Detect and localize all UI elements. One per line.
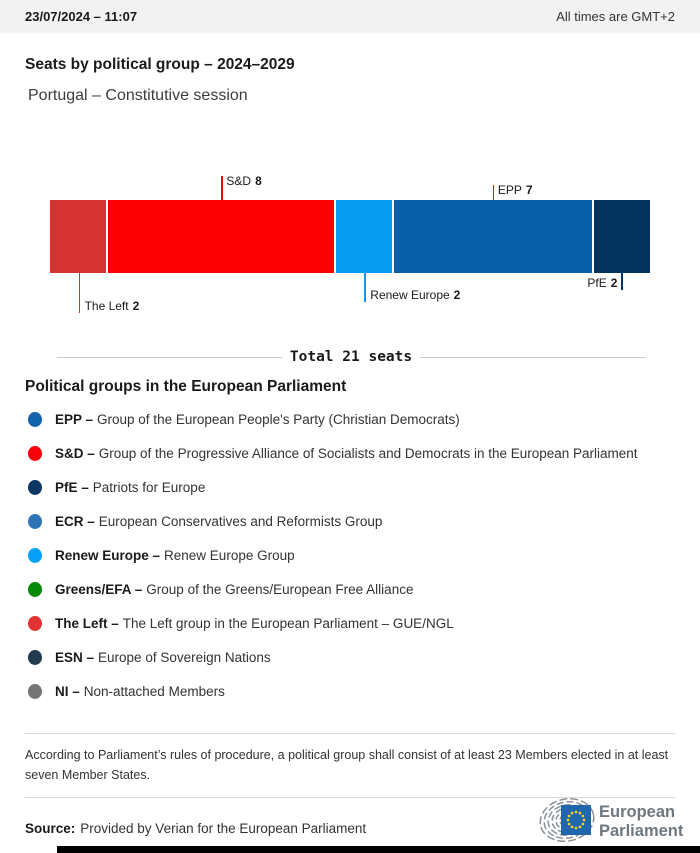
group-name: The Left group in the European Parliamen… bbox=[122, 615, 454, 631]
group-abbr: The Left – bbox=[55, 615, 119, 631]
bar-segment-s-d[interactable] bbox=[108, 200, 334, 273]
legend-item-renew-europe: Renew Europe – Renew Europe Group bbox=[25, 538, 680, 572]
bar-label-the-left: The Left 2 bbox=[84, 299, 140, 313]
group-abbr: EPP – bbox=[55, 411, 94, 427]
logo-text-line1: European bbox=[599, 803, 675, 821]
bottom-black-bar bbox=[57, 846, 700, 853]
total-seats-row: Total 21 seats bbox=[57, 348, 645, 366]
page-title: Seats by political group – 2024–2029 bbox=[25, 56, 295, 73]
group-name: Europe of Sovereign Nations bbox=[98, 649, 271, 665]
callout-line-renew-europe bbox=[364, 273, 366, 302]
legend-item-the-left: The Left – The Left group in the European… bbox=[25, 606, 680, 640]
legend-item-esn: ESN – Europe of Sovereign Nations bbox=[25, 640, 680, 674]
legend-item-ecr: ECR – European Conservatives and Reformis… bbox=[25, 504, 680, 538]
group-color-dot bbox=[28, 479, 42, 495]
group-name: Non-attached Members bbox=[83, 683, 225, 699]
group-color-dot bbox=[28, 615, 42, 631]
bar-label-epp: EPP 7 bbox=[497, 183, 533, 197]
group-color-dot bbox=[28, 683, 42, 699]
group-abbr: S&D – bbox=[55, 445, 95, 461]
group-name: Group of the European People's Party (Ch… bbox=[97, 411, 460, 427]
callout-line-pfe bbox=[621, 273, 623, 290]
header-datetime: 23/07/2024 – 11:07 bbox=[25, 9, 138, 24]
bar-segment-epp[interactable] bbox=[394, 200, 592, 273]
bar-segment-the-left[interactable] bbox=[50, 200, 107, 273]
legend-item-s-d: S&D – Group of the Progressive Alliance o… bbox=[25, 436, 680, 470]
european-parliament-logo: European Parliament bbox=[525, 796, 695, 844]
group-abbr: ESN – bbox=[55, 649, 95, 665]
callout-line-epp bbox=[492, 185, 495, 200]
group-abbr: Greens/EFA – bbox=[55, 581, 143, 597]
page-subtitle: Portugal – Constitutive session bbox=[28, 87, 248, 104]
bar-label-pfe: PfE 2 bbox=[587, 276, 618, 290]
group-abbr: Renew Europe – bbox=[55, 547, 161, 563]
legend-list: EPP – Group of the European People's Part… bbox=[25, 402, 680, 708]
eu-flag-icon bbox=[561, 805, 591, 835]
seat-bar bbox=[50, 200, 650, 273]
group-color-dot bbox=[28, 547, 42, 563]
seat-chart: The Left 2 S&D 8 Renew Europe 2 EPP 7 PfE 2 bbox=[50, 170, 650, 320]
bar-label-renew-europe: Renew Europe 2 bbox=[370, 288, 461, 302]
callout-line-s-d bbox=[221, 176, 223, 200]
total-right-rule bbox=[420, 356, 645, 358]
source-text: Provided by Verian for the European Parl… bbox=[80, 821, 367, 836]
group-color-dot bbox=[28, 445, 42, 461]
total-left-rule bbox=[57, 356, 282, 358]
group-name: Group of the Greens/European Free Allian… bbox=[146, 581, 414, 597]
group-abbr: NI – bbox=[55, 683, 80, 699]
group-color-dot bbox=[28, 513, 42, 529]
group-name: Patriots for Europe bbox=[92, 479, 206, 495]
legend-item-pfe: PfE – Patriots for Europe bbox=[25, 470, 680, 504]
group-name: Group of the Progressive Alliance of Soc… bbox=[98, 445, 638, 461]
logo-text-line2: Parliament bbox=[599, 822, 684, 840]
header-timezone-note: All times are GMT+2 bbox=[556, 9, 675, 24]
legend-heading: Political groups in the European Parliam… bbox=[25, 378, 347, 395]
header-bar: 23/07/2024 – 11:07 All times are GMT+2 bbox=[0, 0, 700, 33]
group-abbr: ECR – bbox=[55, 513, 95, 529]
group-abbr: PfE – bbox=[55, 479, 89, 495]
ep-hemicycle-icon: European Parliament bbox=[539, 797, 684, 843]
group-name: Renew Europe Group bbox=[164, 547, 295, 563]
legend-item-ni: NI – Non-attached Members bbox=[25, 674, 680, 708]
total-seats-label: Total 21 seats bbox=[289, 349, 413, 365]
rules-footnote: According to Parliament’s rules of proce… bbox=[25, 733, 675, 798]
group-color-dot bbox=[28, 581, 42, 597]
bar-segment-pfe[interactable] bbox=[593, 200, 650, 273]
source-line: Source: Provided by Verian for the Europe… bbox=[25, 821, 366, 836]
callout-line-the-left bbox=[78, 273, 81, 313]
source-label: Source: bbox=[25, 821, 76, 836]
group-color-dot bbox=[28, 649, 42, 665]
group-color-dot bbox=[28, 411, 42, 427]
bar-segment-renew-europe[interactable] bbox=[335, 200, 393, 273]
legend-item-greens-efa: Greens/EFA – Group of the Greens/European… bbox=[25, 572, 680, 606]
group-name: European Conservatives and Reformists Gr… bbox=[98, 513, 383, 529]
bar-label-s-d: S&D 8 bbox=[226, 174, 262, 188]
legend-item-epp: EPP – Group of the European People's Part… bbox=[25, 402, 680, 436]
